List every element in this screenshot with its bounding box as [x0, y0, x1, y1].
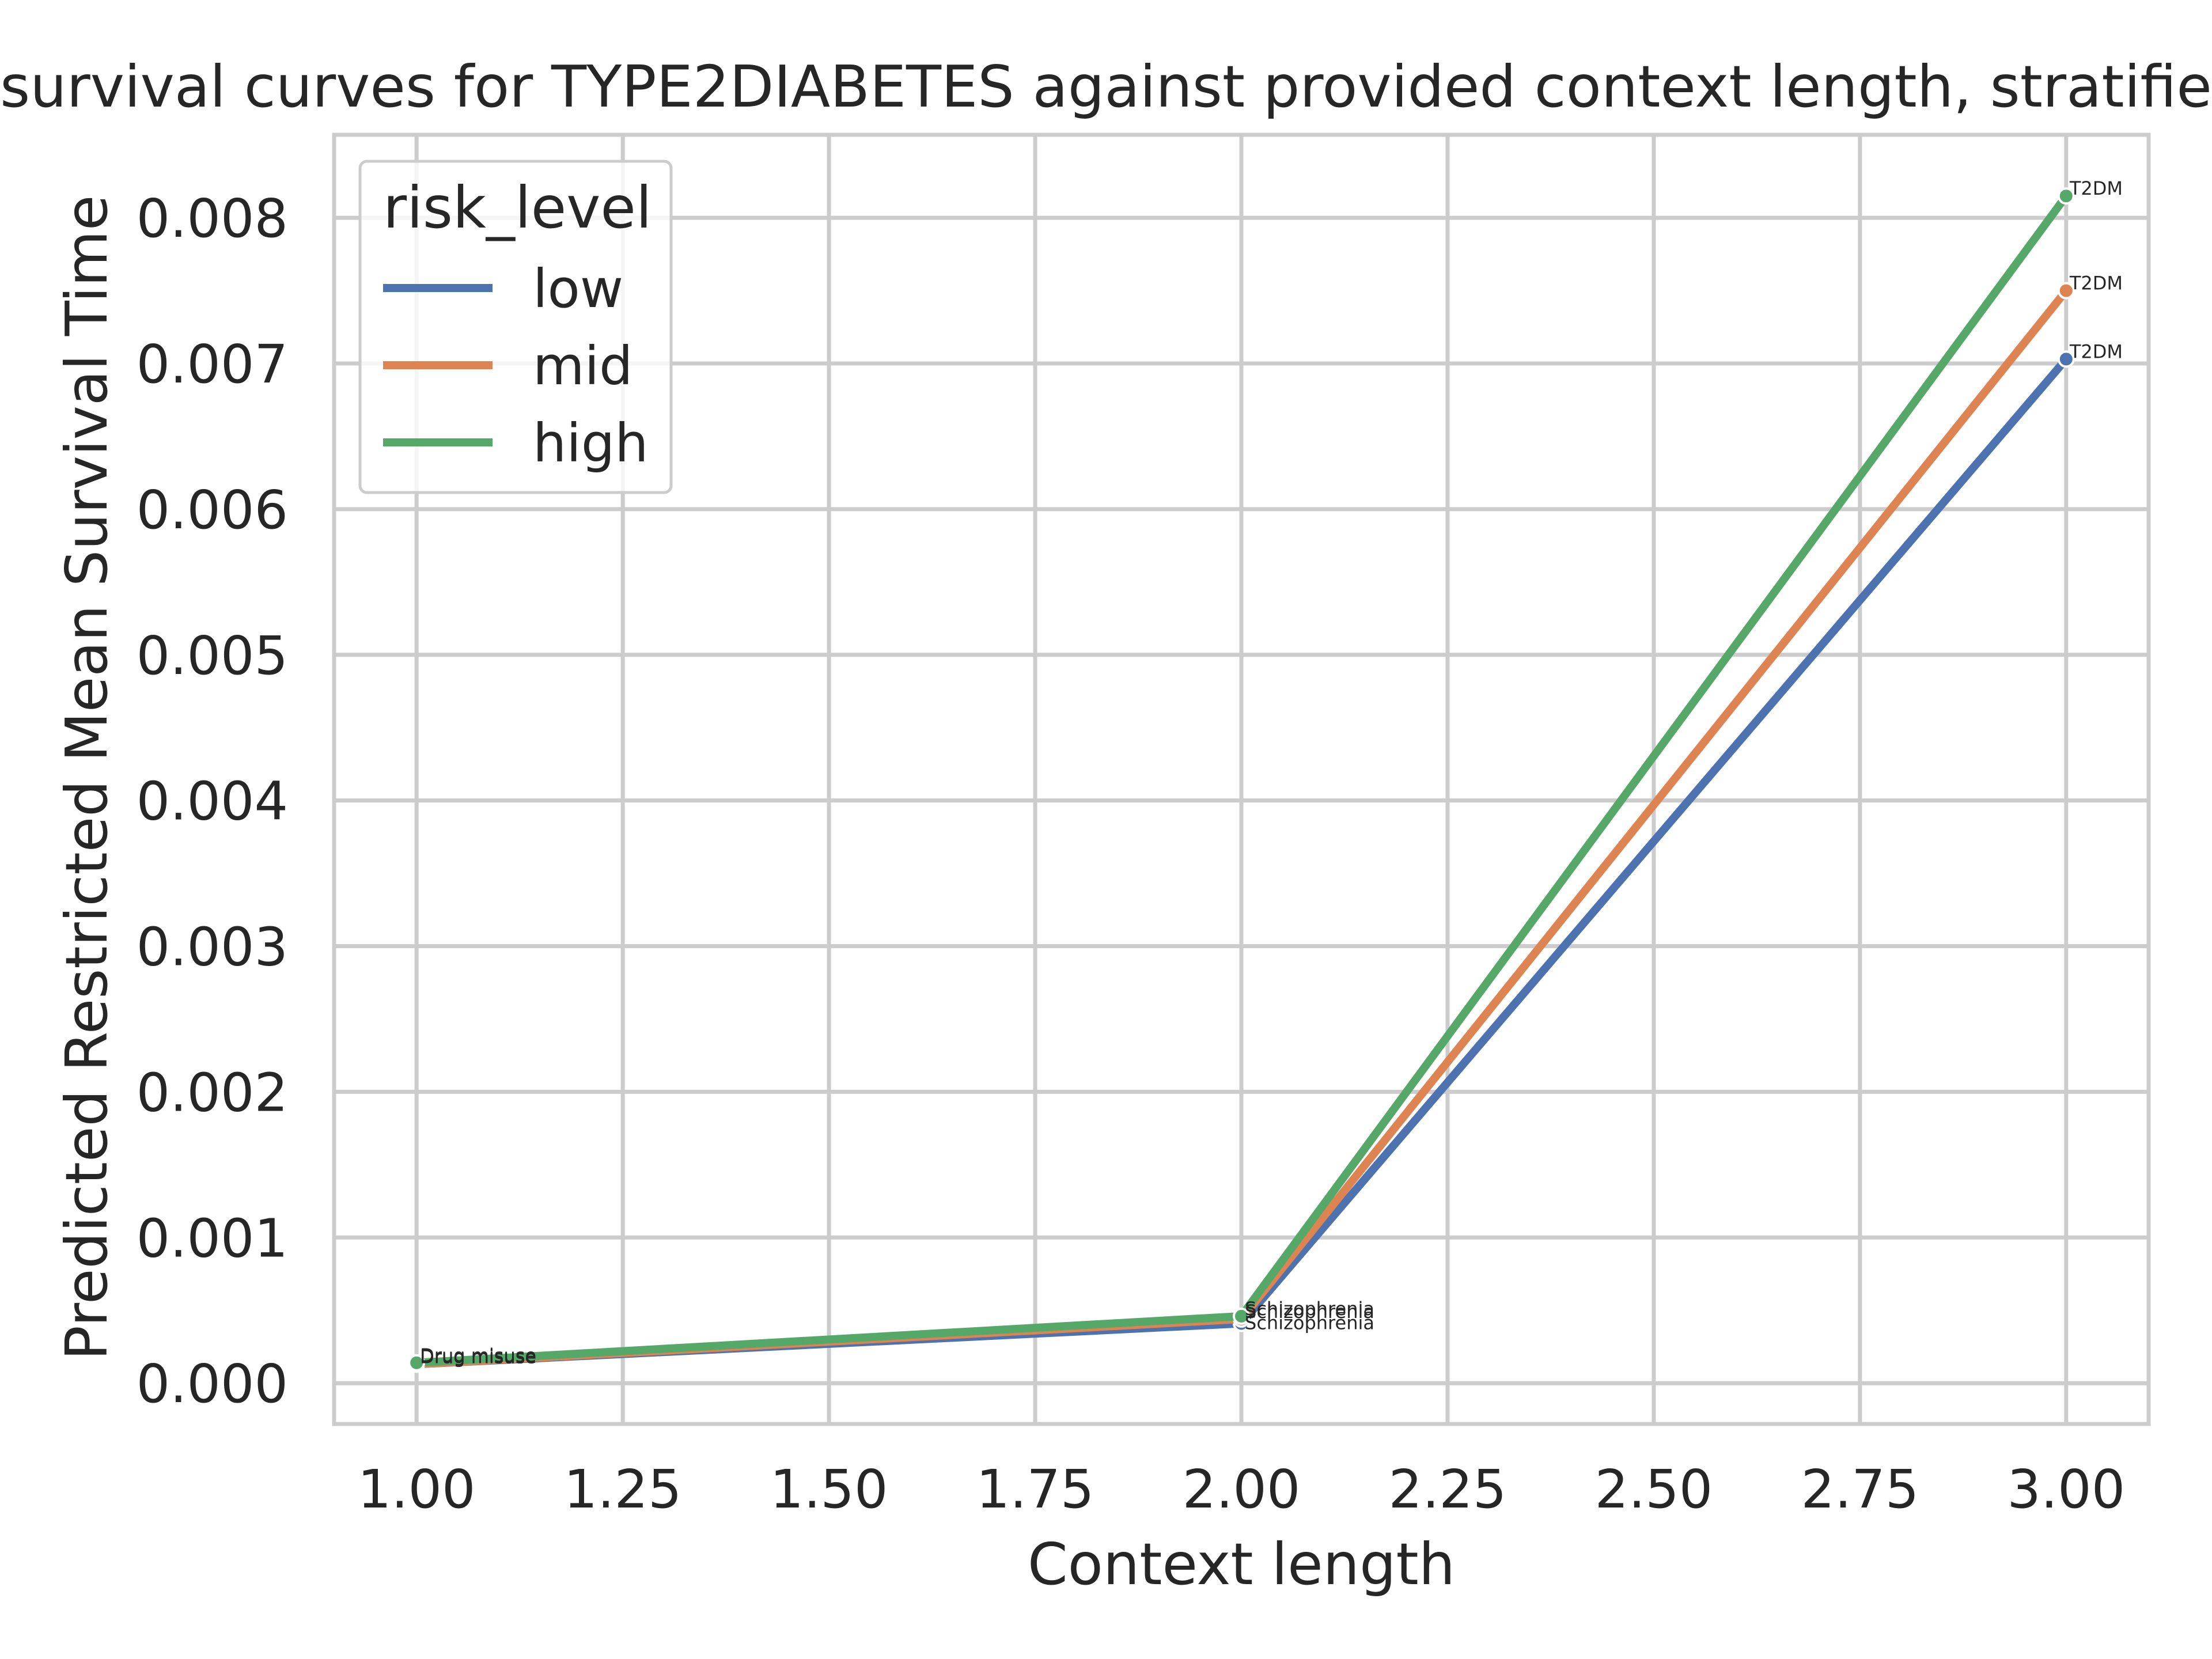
x-tick-label: 1.75 — [976, 1459, 1094, 1520]
point-label: Schizophrenia — [1245, 1301, 1374, 1323]
data-point-high — [1233, 1307, 1250, 1325]
y-tick-label: 0.003 — [137, 916, 288, 978]
y-tick-label: 0.001 — [137, 1207, 288, 1269]
series-lines — [408, 187, 2075, 1373]
legend-entries: low mid high — [383, 258, 649, 474]
legend-title: risk_level — [383, 174, 652, 241]
y-tick-label: 0.002 — [137, 1062, 288, 1123]
legend-label-low: low — [533, 258, 623, 320]
point-label: Schizophrenia — [1245, 1298, 1374, 1320]
legend-box — [358, 160, 673, 494]
y-tick-label: 0.005 — [137, 625, 288, 687]
point-label: T2DM — [2069, 177, 2123, 199]
data-point-low — [2057, 350, 2075, 368]
y-tick-label: 0.008 — [137, 188, 288, 249]
y-tick-label: 0.006 — [137, 479, 288, 541]
point-label: Drug misuse — [420, 1346, 536, 1368]
x-tick-label: 2.50 — [1594, 1459, 1713, 1520]
y-axis-label: Predicted Restricted Mean Survival Time — [53, 195, 120, 1361]
y-tick-label: 0.000 — [137, 1353, 288, 1415]
data-point-mid — [2057, 282, 2075, 300]
point-label: Drug misuse — [420, 1346, 536, 1368]
x-tick-label: 3.00 — [2007, 1459, 2125, 1520]
y-tick-label: 0.004 — [137, 771, 288, 832]
plot-frame — [332, 132, 2151, 1426]
x-axis-label: Context length — [1028, 1531, 1455, 1598]
y-tick-label: 0.007 — [137, 334, 288, 395]
x-tick-label: 2.75 — [1801, 1459, 1919, 1520]
grid — [334, 135, 2149, 1424]
x-tick-label: 2.00 — [1183, 1459, 1301, 1520]
point-label: Schizophrenia — [1245, 1312, 1374, 1334]
x-tick-label: 1.50 — [770, 1459, 888, 1520]
legend-label-high: high — [533, 412, 649, 474]
legend-label-mid: mid — [533, 335, 633, 397]
point-label: T2DM — [2069, 272, 2123, 294]
x-tick-label: 2.25 — [1389, 1459, 1507, 1520]
x-tick-label: 1.00 — [358, 1459, 476, 1520]
chart-title: survival curves for TYPE2DIABETES agains… — [0, 53, 2212, 120]
point-label: Drug misuse — [420, 1344, 536, 1366]
data-point-high — [408, 1354, 426, 1372]
tick-labels: 1.00 1.25 1.50 1.75 2.00 2.25 2.50 2.75 3.00 0.00… — [137, 188, 2126, 1520]
point-label: T2DM — [2069, 340, 2123, 362]
legend: risk_level low mid high — [358, 160, 673, 494]
x-tick-label: 1.25 — [564, 1459, 682, 1520]
data-point-high — [2057, 187, 2075, 205]
